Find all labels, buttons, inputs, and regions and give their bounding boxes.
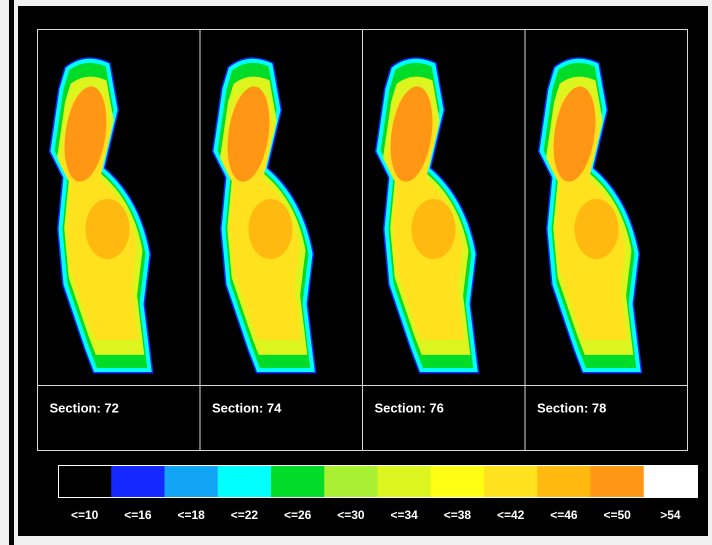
section-label: Section: 74 [212, 400, 282, 415]
scan-warm [86, 199, 130, 259]
section-label: Section: 78 [537, 400, 606, 415]
legend-label: <=22 [231, 508, 259, 522]
legend-label: <=30 [337, 508, 365, 522]
legend-swatch [378, 465, 432, 497]
legend-label: <=18 [177, 508, 205, 522]
scan-warm [575, 199, 619, 259]
legend-swatch [165, 465, 219, 497]
legend-label: <=46 [550, 508, 578, 522]
legend-swatch [591, 465, 645, 497]
side-bar [9, 0, 14, 545]
legend-swatch [431, 465, 485, 497]
legend-label: <=34 [390, 508, 418, 522]
scan-warm [412, 199, 456, 259]
legend-label: >54 [660, 508, 681, 522]
legend-swatch [484, 465, 538, 497]
scan-warm [249, 199, 293, 259]
legend-label: <=10 [71, 508, 99, 522]
legend-label: <=50 [603, 508, 631, 522]
legend-swatch [218, 465, 272, 497]
section-label: Section: 72 [50, 400, 119, 415]
legend-swatch [644, 465, 698, 497]
legend-label: <=26 [284, 508, 312, 522]
legend-label: <=16 [124, 508, 152, 522]
viewer: Section: 72 Section: 74 Section: 76 Section… [0, 0, 712, 545]
legend-swatch [537, 465, 591, 497]
legend-swatch [271, 465, 325, 497]
legend-swatch [111, 465, 165, 497]
legend-swatch [58, 465, 112, 497]
legend-label: <=38 [444, 508, 472, 522]
legend-label: <=42 [497, 508, 525, 522]
legend-swatch [324, 465, 378, 497]
section-label: Section: 76 [375, 400, 444, 415]
